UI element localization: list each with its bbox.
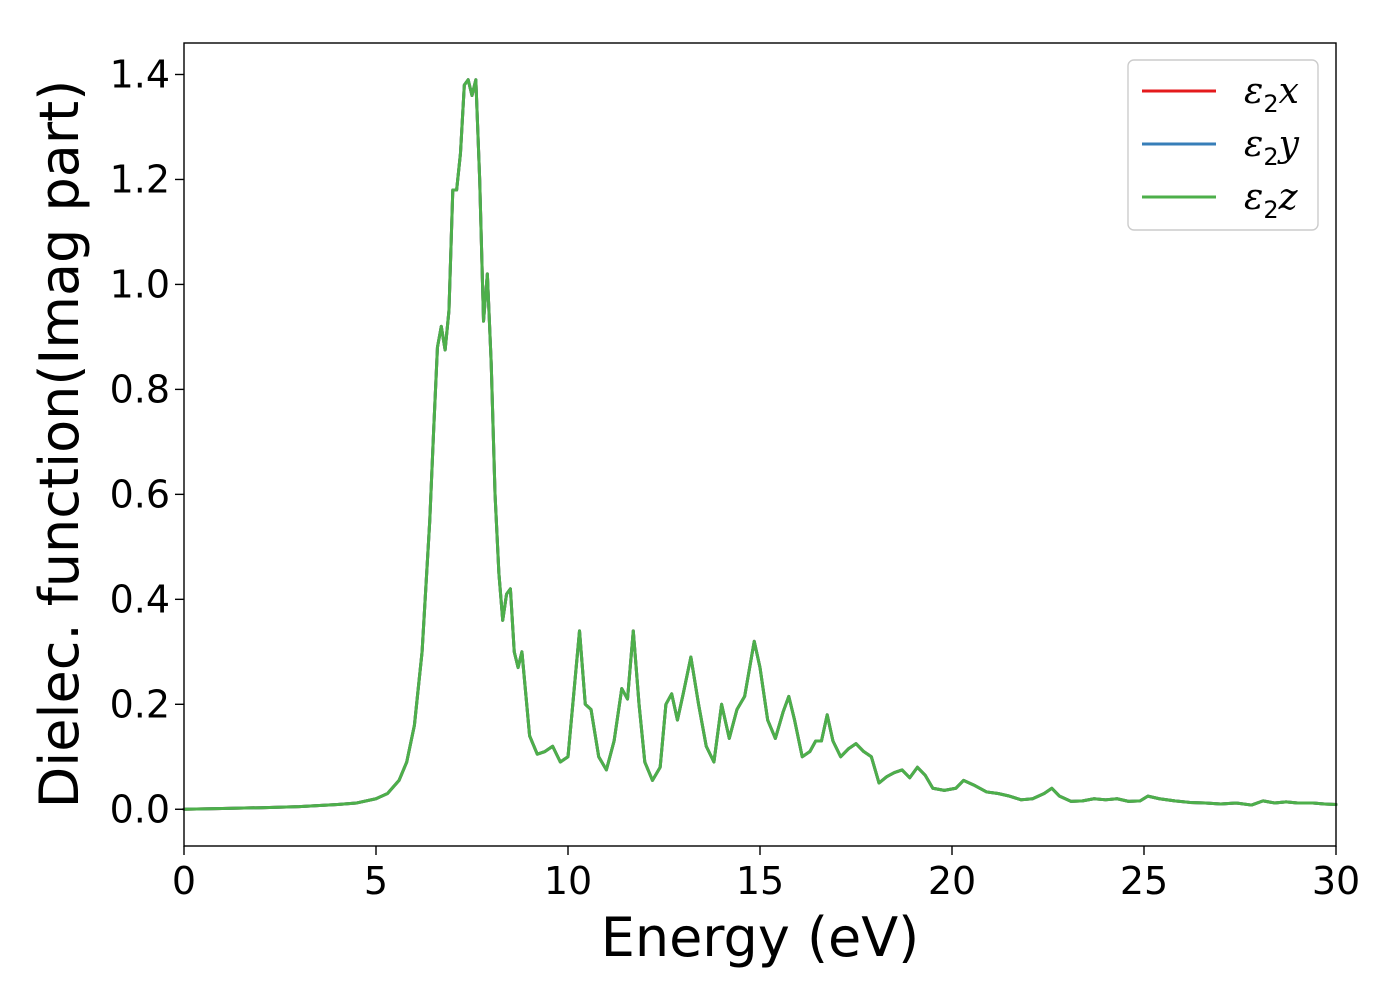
x-tick-label: 25 [1120, 859, 1168, 903]
legend-label-symbol: ε [1244, 177, 1263, 218]
y-axis-title: Dielec. function(Imag part) [28, 80, 91, 809]
legend-label-axis: x [1279, 71, 1299, 112]
x-tick-label: 30 [1312, 859, 1360, 903]
x-tick-label: 20 [928, 859, 976, 903]
y-tick-label: 1.4 [110, 52, 170, 96]
legend-label-axis: z [1278, 177, 1299, 218]
legend-label-symbol: ε [1244, 124, 1263, 165]
legend-label-axis: y [1277, 124, 1300, 165]
legend-label-z: ε2z [1244, 177, 1299, 224]
legend-label-symbol: ε [1244, 71, 1263, 112]
legend-label-subscript: 2 [1263, 143, 1278, 171]
x-tick-label: 10 [544, 859, 592, 903]
legend-label-subscript: 2 [1263, 90, 1278, 118]
legend-label-y: ε2y [1244, 124, 1300, 171]
x-tick-label: 0 [172, 859, 196, 903]
series-line-z [182, 78, 1338, 811]
x-axis: 0 5 10 15 20 25 30 [172, 846, 1360, 903]
x-axis-title: Energy (eV) [601, 906, 920, 969]
y-axis: 0.0 0.2 0.4 0.6 0.8 1.0 1.2 1.4 [110, 52, 184, 831]
legend-box [1127, 59, 1319, 231]
legend-label-x: ε2x [1244, 71, 1299, 118]
x-tick-label: 5 [364, 859, 388, 903]
y-tick-label: 1.2 [110, 157, 170, 201]
legend-label-subscript: 2 [1263, 196, 1278, 224]
y-tick-label: 0.8 [110, 367, 170, 411]
y-tick-label: 0.0 [110, 787, 170, 831]
y-tick-label: 0.2 [110, 682, 170, 726]
series-layer [182, 78, 1338, 811]
y-tick-label: 0.6 [110, 472, 170, 516]
x-tick-label: 15 [736, 859, 784, 903]
y-tick-label: 0.4 [110, 577, 170, 621]
y-tick-label: 1.0 [110, 262, 170, 306]
